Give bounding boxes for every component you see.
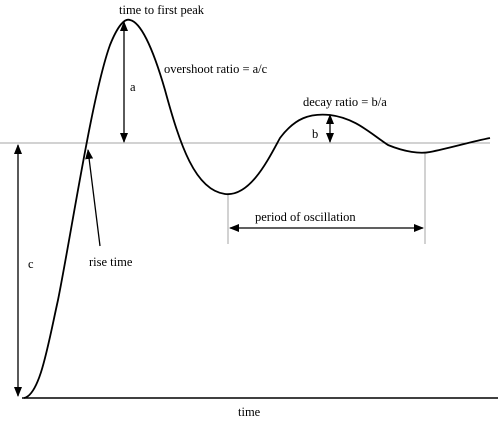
period-of-oscillation-label: period of oscillation: [255, 210, 356, 224]
b-label: b: [312, 127, 318, 141]
time-axis-label: time: [238, 405, 261, 419]
decay-ratio-label: decay ratio = b/a: [303, 95, 387, 109]
a-label: a: [130, 80, 136, 94]
c-label: c: [28, 257, 34, 271]
rise-time-arrow: [85, 149, 101, 247]
overshoot-ratio-label: overshoot ratio = a/c: [164, 62, 268, 76]
time-to-first-peak-label: time to first peak: [119, 3, 205, 17]
rise-time-label: rise time: [89, 255, 133, 269]
response-curve: [23, 18, 491, 399]
